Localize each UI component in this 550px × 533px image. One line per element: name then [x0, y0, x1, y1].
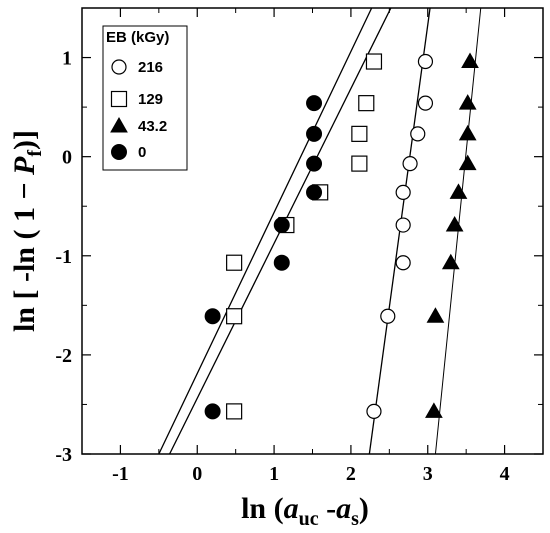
- data-point: [365, 53, 383, 70]
- data-point: [458, 94, 477, 110]
- data-point: [226, 403, 243, 420]
- x-tick-label: -1: [112, 463, 129, 485]
- x-axis-title: ln (auc -as): [241, 492, 369, 530]
- series-0: [204, 95, 323, 420]
- data-point: [351, 125, 368, 142]
- legend-marker: [111, 144, 127, 160]
- data-point: [380, 308, 396, 324]
- legend-marker: [111, 59, 127, 75]
- data-point: [395, 184, 411, 200]
- x-tick-label: 4: [500, 463, 510, 485]
- y-tick-label: 0: [62, 147, 72, 169]
- legend-label: 0: [138, 144, 146, 161]
- legend-marker: [110, 90, 128, 108]
- data-point: [417, 95, 434, 111]
- x-tick-label: 3: [423, 463, 433, 485]
- legend-label: 43.2: [138, 118, 167, 135]
- legend-label: 129: [138, 91, 163, 108]
- y-tick-label: 1: [62, 48, 72, 70]
- data-point: [204, 403, 221, 420]
- data-point: [458, 154, 477, 171]
- data-point: [273, 217, 290, 234]
- data-point: [358, 95, 375, 112]
- data-point: [395, 217, 411, 233]
- y-tick-label: -3: [55, 444, 72, 466]
- x-tick-label: 0: [192, 463, 202, 485]
- x-tick-label: 2: [346, 463, 356, 485]
- data-point: [366, 403, 382, 419]
- data-point: [273, 254, 290, 271]
- data-point: [449, 183, 468, 199]
- y-tick-label: -1: [55, 246, 72, 268]
- data-point: [458, 124, 477, 141]
- data-point: [306, 95, 323, 112]
- data-point: [425, 402, 443, 418]
- fit-line-0: [158, 8, 373, 454]
- data-point: [226, 308, 243, 325]
- legend-entry: 0: [111, 144, 146, 161]
- data-point: [204, 308, 221, 325]
- series-43-2: [425, 52, 479, 418]
- data-point: [226, 254, 243, 271]
- series-129: [226, 53, 383, 420]
- data-point: [402, 156, 418, 172]
- y-axis-title: ln [ -ln ( 1 − Pf)]: [8, 130, 46, 332]
- data-point: [410, 126, 426, 142]
- legend-title: EB (kGy): [106, 29, 169, 46]
- legend-entry: 129: [110, 90, 163, 108]
- data-point: [417, 53, 434, 70]
- series-216: [366, 53, 434, 419]
- x-tick-label: 1: [269, 463, 279, 485]
- data-point: [306, 155, 323, 172]
- data-point: [445, 216, 464, 232]
- data-point: [426, 307, 445, 323]
- legend: EB (kGy) 216 129 43.2 0: [102, 25, 188, 171]
- legend-entry: 43.2: [110, 116, 167, 135]
- legend-marker: [110, 116, 128, 133]
- y-tick-label: -2: [55, 345, 72, 367]
- data-point: [461, 52, 479, 69]
- legend-entry: 216: [111, 59, 163, 76]
- data-point: [306, 125, 323, 142]
- data-point: [441, 253, 460, 270]
- legend-label: 216: [138, 59, 163, 76]
- data-point: [306, 184, 323, 201]
- data-point: [351, 155, 368, 172]
- data-point: [395, 255, 411, 271]
